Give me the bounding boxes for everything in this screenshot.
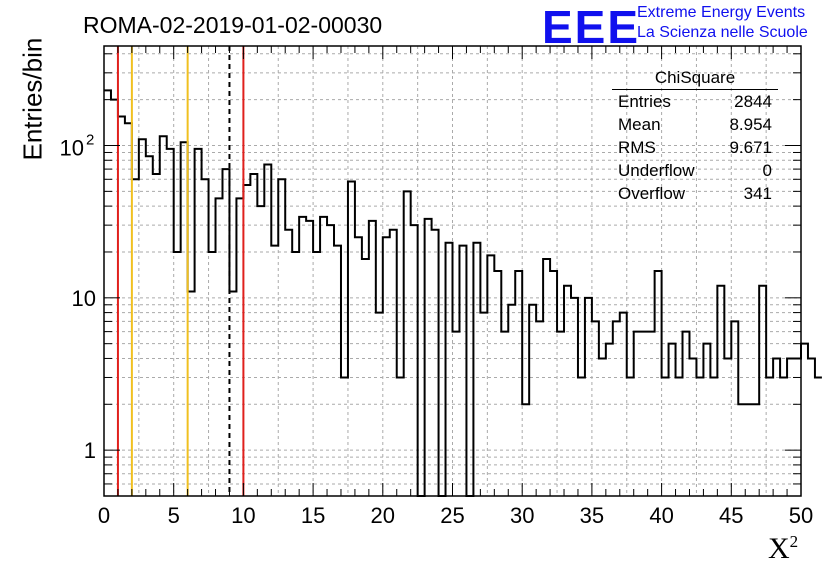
stats-label: Overflow [618, 184, 686, 203]
y-tick-label: 1 [84, 438, 96, 463]
x-tick-label: 40 [649, 503, 673, 528]
stats-label: Mean [618, 115, 661, 134]
x-tick-label: 30 [510, 503, 534, 528]
x-tick-label: 45 [719, 503, 743, 528]
stats-label: RMS [618, 138, 656, 157]
stats-value: 8.954 [729, 115, 772, 134]
x-tick-label: 5 [168, 503, 180, 528]
stats-row-entries: Entries 2844 [612, 90, 778, 113]
y-tick-label-exponent: 2 [86, 131, 94, 148]
x-tick-label: 0 [98, 503, 110, 528]
histogram-line [104, 89, 822, 497]
x-tick-label: 10 [231, 503, 255, 528]
x-tick-label: 25 [440, 503, 464, 528]
x-axis-label-main: X [768, 532, 790, 565]
logo-line-2: La Scienza nelle Scuole [637, 24, 808, 41]
stats-box: ChiSquare Entries 2844 Mean 8.954 RMS 9.… [612, 68, 778, 205]
stats-row-underflow: Underflow 0 [612, 159, 778, 182]
stats-title: ChiSquare [612, 68, 778, 90]
eee-logo: EEE [542, 1, 641, 53]
stats-value: 2844 [734, 92, 772, 111]
logo-line-1: Extreme Energy Events [637, 4, 806, 21]
y-axis-label: Entries/bin [17, 37, 48, 161]
stats-label: Entries [618, 92, 671, 111]
stats-row-overflow: Overflow 341 [612, 182, 778, 205]
stats-label: Underflow [618, 161, 695, 180]
chart-title: ROMA-02-2019-01-02-00030 [83, 12, 383, 38]
stats-value: 341 [743, 184, 772, 203]
stats-value: 0 [762, 161, 772, 180]
x-axis-label: X2 [768, 532, 798, 566]
x-tick-label: 50 [789, 503, 813, 528]
x-tick-label: 15 [301, 503, 325, 528]
x-axis-label-sup: 2 [789, 532, 799, 551]
stats-value: 9.671 [729, 138, 772, 157]
y-tick-label: 10 [72, 286, 96, 311]
y-tick-label: 10 [60, 135, 84, 160]
stats-row-rms: RMS 9.671 [612, 136, 778, 159]
x-tick-label: 20 [371, 503, 395, 528]
stats-row-mean: Mean 8.954 [612, 113, 778, 136]
x-tick-label: 35 [580, 503, 604, 528]
